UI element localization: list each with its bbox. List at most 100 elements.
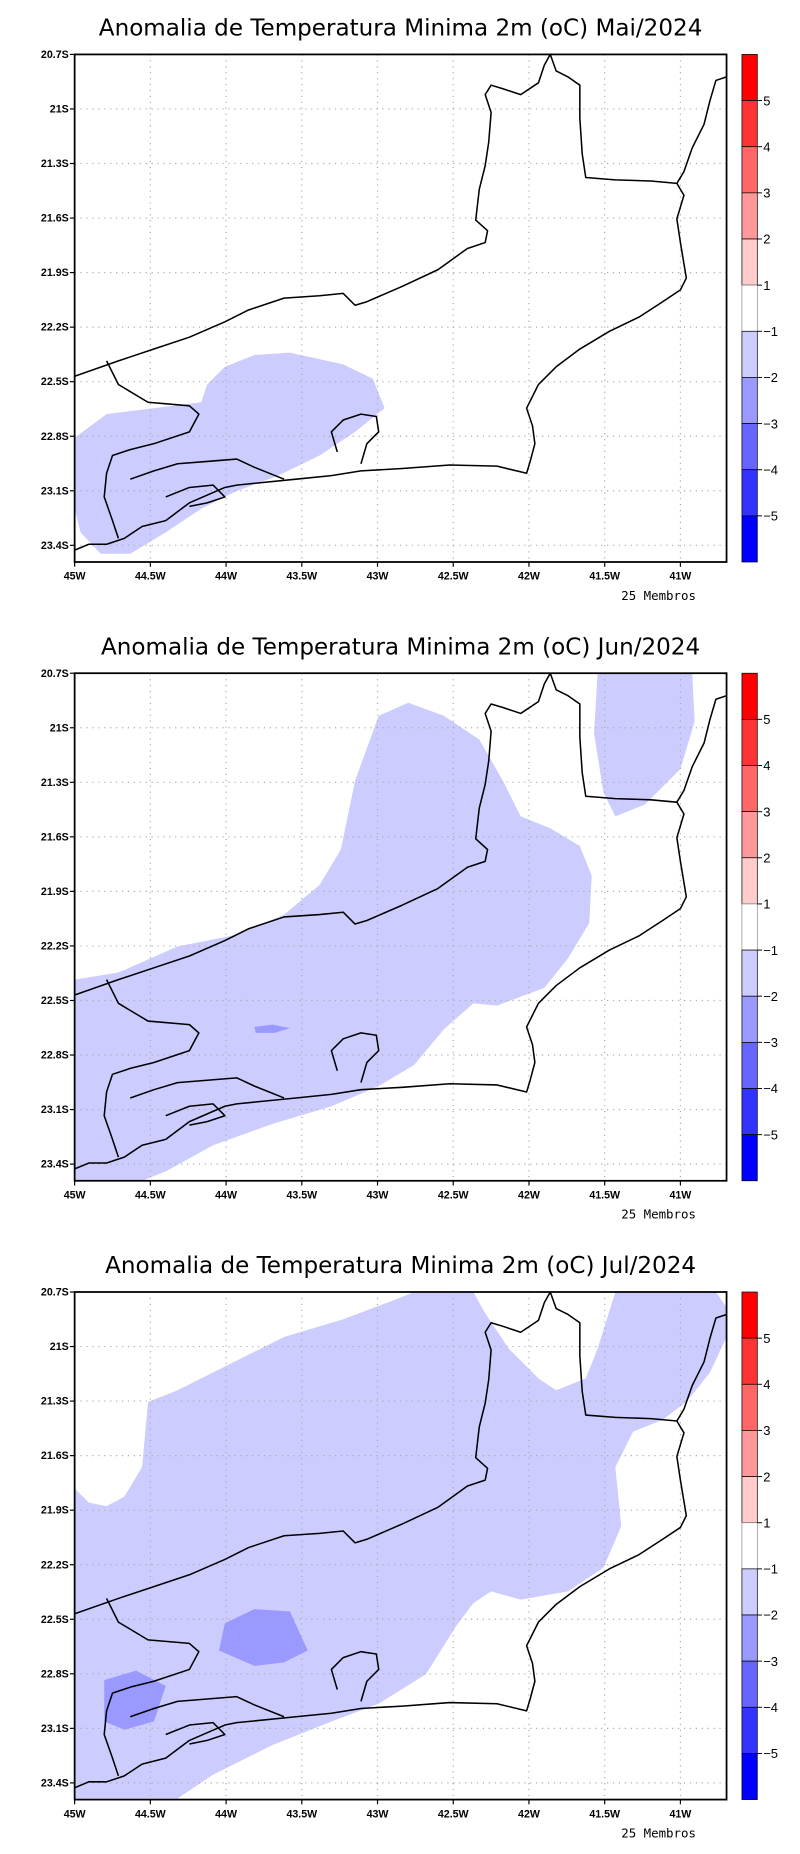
colorbar-box xyxy=(741,1291,758,1339)
colorbar-label: −4 xyxy=(763,462,778,477)
colorbar-label: −2 xyxy=(763,989,778,1004)
anomaly-region-1 xyxy=(74,702,592,1181)
colorbar-label: −2 xyxy=(763,370,778,385)
y-tick-label: 21.9S xyxy=(41,267,69,279)
y-tick-label: 21.9S xyxy=(41,1505,69,1517)
coastline-border-3 xyxy=(676,694,727,803)
colorbar-box xyxy=(741,1522,758,1570)
anomaly-region-2 xyxy=(218,1609,308,1666)
x-tick-label: 44.5W xyxy=(135,571,167,583)
coastline-border-7 xyxy=(165,1103,226,1126)
members-footnote: 25 Membros xyxy=(621,588,696,603)
colorbar-box xyxy=(741,146,758,194)
colorbar-label: 2 xyxy=(763,1469,770,1484)
x-tick-label: 42W xyxy=(518,1190,541,1202)
y-tick-label: 22.5S xyxy=(41,1614,69,1626)
y-tick-label: 22.2S xyxy=(41,1559,69,1571)
members-footnote: 25 Membros xyxy=(621,1207,696,1222)
coastline-border-1 xyxy=(74,673,551,996)
coastline-border-1 xyxy=(74,54,551,377)
colorbar-box xyxy=(741,515,758,563)
y-tick-label: 22.2S xyxy=(41,940,69,952)
colorbar: 5 4 3 2 1 −1 −2 −3 −4 −5 xyxy=(741,1291,778,1800)
x-tick-label: 43W xyxy=(367,1190,390,1202)
colorbar-box xyxy=(741,1383,758,1431)
colorbar-box xyxy=(741,672,758,720)
colorbar-box xyxy=(741,765,758,812)
colorbar-label: 2 xyxy=(763,851,770,866)
x-tick-label: 44W xyxy=(215,571,238,583)
colorbar: 5 4 3 2 1 −1 −2 −3 −4 −5 xyxy=(741,54,778,563)
anomaly-region-3 xyxy=(254,1024,290,1033)
y-tick-label: 23.4S xyxy=(41,1777,69,1789)
plot-frame xyxy=(73,1291,728,1801)
colorbar-label: −5 xyxy=(763,1746,778,1761)
map-panel-3: Anomalia de Temperatura Minima 2m (oC) J… xyxy=(41,1253,778,1840)
colorbar-label: 4 xyxy=(763,1377,770,1392)
y-tick-label: 22.5S xyxy=(41,376,69,388)
colorbar-label: −3 xyxy=(763,1035,778,1050)
y-tick-label: 21.6S xyxy=(41,213,69,225)
coastline-border-4 xyxy=(330,1032,380,1083)
coastline-border-5 xyxy=(103,979,200,1158)
colorbar-box xyxy=(741,1042,758,1089)
colorbar-box xyxy=(741,1614,758,1662)
colorbar-label: 3 xyxy=(763,1423,770,1438)
y-tick-label: 22.5S xyxy=(41,995,69,1007)
x-tick-label: 43.5W xyxy=(286,571,318,583)
colorbar-label: 4 xyxy=(763,758,770,773)
colorbar-label: −4 xyxy=(763,1081,778,1096)
y-tick-label: 22.8S xyxy=(41,1050,69,1062)
colorbar-box xyxy=(741,330,758,378)
coastline-border-3 xyxy=(676,76,727,184)
colorbar-box xyxy=(741,100,758,148)
x-tick-label: 41.5W xyxy=(589,571,621,583)
x-tick-label: 45W xyxy=(64,1808,87,1820)
x-tick-label: 42W xyxy=(518,1808,541,1820)
colorbar-box xyxy=(741,1706,758,1754)
colorbar-label: 1 xyxy=(763,897,770,912)
colorbar-box xyxy=(741,811,758,859)
y-tick-label: 21.3S xyxy=(41,777,69,789)
plot-frame xyxy=(73,672,728,1182)
colorbar-box xyxy=(741,1660,758,1708)
y-tick-label: 21.6S xyxy=(41,1450,69,1462)
colorbar-box xyxy=(741,1088,758,1135)
colorbar-label: −1 xyxy=(763,1562,778,1577)
colorbar-label: −2 xyxy=(763,1608,778,1623)
y-tick-label: 21.9S xyxy=(41,886,69,898)
colorbar-label: 1 xyxy=(763,1515,770,1530)
colorbar-box xyxy=(741,377,758,424)
coastline-border-7 xyxy=(165,484,226,508)
colorbar-box xyxy=(741,54,758,101)
colorbar-box xyxy=(741,719,758,766)
colorbar-label: 3 xyxy=(763,186,770,201)
x-tick-label: 43W xyxy=(367,571,390,583)
coastline-border-1 xyxy=(74,1292,551,1615)
coastline-border-6 xyxy=(129,1077,285,1099)
colorbar-box xyxy=(741,469,758,517)
y-tick-label: 23.4S xyxy=(41,540,69,552)
x-tick-label: 44.5W xyxy=(135,1190,167,1202)
x-tick-label: 43W xyxy=(367,1808,390,1820)
y-tick-label: 21.3S xyxy=(41,158,69,170)
colorbar-label: 4 xyxy=(763,139,770,154)
colorbar-label: 3 xyxy=(763,804,770,819)
plot-area xyxy=(74,1292,727,1800)
x-tick-label: 41W xyxy=(669,571,692,583)
coastline-border-3 xyxy=(676,1313,727,1422)
coastline-border-6 xyxy=(129,1695,285,1718)
y-tick-label: 21S xyxy=(50,1341,69,1353)
colorbar-box xyxy=(741,1134,758,1182)
colorbar-label: −4 xyxy=(763,1700,778,1715)
anomaly-region-2 xyxy=(594,673,695,817)
colorbar-box xyxy=(741,949,758,997)
x-tick-label: 42W xyxy=(518,571,541,583)
coastline-border-4 xyxy=(330,413,380,465)
colorbar-box xyxy=(741,192,758,240)
colorbar-box xyxy=(741,1568,758,1616)
y-tick-label: 23.4S xyxy=(41,1159,69,1171)
x-tick-label: 44W xyxy=(215,1808,238,1820)
colorbar-label: −3 xyxy=(763,1654,778,1669)
coastline-border-2 xyxy=(74,54,688,551)
